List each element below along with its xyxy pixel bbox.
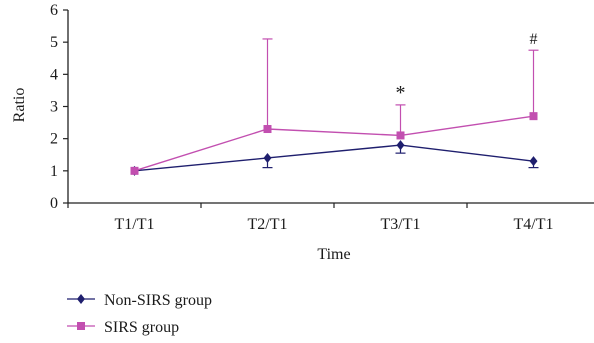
series-line (134, 144, 534, 172)
data-point-square (263, 125, 272, 134)
x-ticks: T1/T1 T2/T1 T3/T1 T4/T1 (67, 203, 554, 233)
legend-entry-sirs: SIRS group (67, 319, 179, 336)
data-point-square (130, 166, 139, 175)
y-tick-label: 0 (50, 195, 58, 212)
data-point-diamond (263, 152, 272, 163)
series-non-sirs (130, 140, 539, 176)
annotations: *# (396, 31, 538, 104)
legend-entry-non-sirs: Non-SIRS group (67, 292, 212, 309)
y-axis-title: Ratio (11, 88, 28, 123)
data-point-diamond (529, 156, 538, 167)
y-tick-label: 4 (50, 66, 58, 83)
y-tick-label: 1 (50, 163, 58, 180)
legend-marker-diamond (77, 294, 85, 304)
data-point-square (529, 112, 538, 121)
significance-marker: # (530, 31, 538, 48)
legend-marker-square (77, 322, 85, 330)
x-tick-label: T3/T1 (381, 216, 421, 233)
y-tick-label: 5 (50, 34, 58, 51)
legend-label-non-sirs: Non-SIRS group (104, 292, 212, 309)
x-tick-label: T4/T1 (514, 216, 554, 233)
x-tick-label: T1/T1 (115, 216, 155, 233)
data-point-diamond (396, 140, 405, 151)
legend: Non-SIRS group SIRS group (67, 292, 212, 336)
y-tick-label: 3 (50, 99, 58, 116)
y-ticks: 0 1 2 3 4 5 6 (50, 2, 68, 212)
x-tick-label: T2/T1 (248, 216, 288, 233)
legend-label-sirs: SIRS group (104, 319, 179, 336)
significance-marker: * (396, 82, 406, 104)
axes: 0 1 2 3 4 5 6 T1/T1 T2/T1 T3/T1 T4/T1 Ratio Time (11, 2, 594, 263)
y-tick-label: 2 (50, 131, 58, 148)
series-line (134, 115, 534, 172)
data-point-square (396, 131, 405, 140)
x-axis-title: Time (317, 246, 350, 263)
series-sirs (130, 38, 539, 175)
series-layer (130, 38, 539, 176)
y-tick-label: 6 (50, 2, 58, 19)
